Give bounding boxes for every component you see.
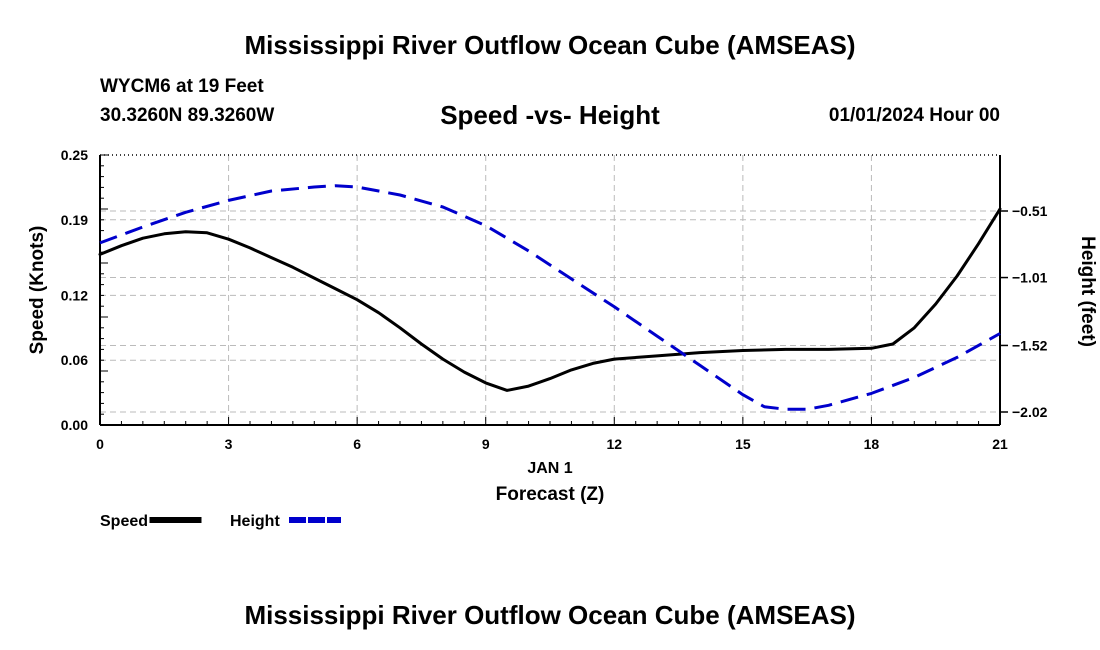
- y-right-axis-title: Height (feet): [1077, 236, 1098, 347]
- x-tick-label: 15: [735, 436, 751, 452]
- y-right-tick-label: −0.51: [1012, 203, 1048, 219]
- x-tick-label: 9: [482, 436, 490, 452]
- y-left-tick-label: 0.06: [61, 352, 88, 368]
- y-left-tick-label: 0.00: [61, 417, 88, 433]
- x-tick-label: 18: [864, 436, 880, 452]
- station-label: WYCM6 at 19 Feet: [100, 76, 264, 97]
- y-left-tick-label: 0.12: [61, 287, 88, 303]
- chart-main-title: Mississippi River Outflow Ocean Cube (AM…: [244, 30, 856, 60]
- y-left-axis-title: Speed (Knots): [27, 226, 48, 355]
- y-right-tick-label: −2.02: [1012, 404, 1048, 420]
- x-tick-label: 21: [992, 436, 1008, 452]
- forecast-datetime: 01/01/2024 Hour 00: [828, 105, 1000, 126]
- y-right-tick-label: −1.52: [1012, 337, 1048, 353]
- y-left-tick-label: 0.19: [61, 212, 88, 228]
- second-chart-title: Mississippi River Outflow Ocean Cube (AM…: [244, 600, 856, 630]
- y-right-tick-label: −1.01: [1012, 270, 1048, 286]
- x-tick-label: 0: [96, 436, 104, 452]
- coordinates-label: 30.3260N 89.3260W: [100, 105, 275, 126]
- x-tick-label: 6: [353, 436, 361, 452]
- x-axis-title: Forecast (Z): [496, 484, 605, 505]
- x-tick-label: 3: [225, 436, 233, 452]
- series-line-height: [99, 184, 1001, 411]
- series-line-speed: [98, 207, 1002, 392]
- x-tick-label: 12: [606, 436, 622, 452]
- legend-label-height: Height: [230, 513, 280, 530]
- x-axis-date-label: JAN 1: [527, 460, 572, 477]
- chart-subtitle: Speed -vs- Height: [440, 100, 660, 130]
- y-left-tick-label: 0.25: [61, 147, 88, 163]
- legend-label-speed: Speed: [100, 513, 148, 530]
